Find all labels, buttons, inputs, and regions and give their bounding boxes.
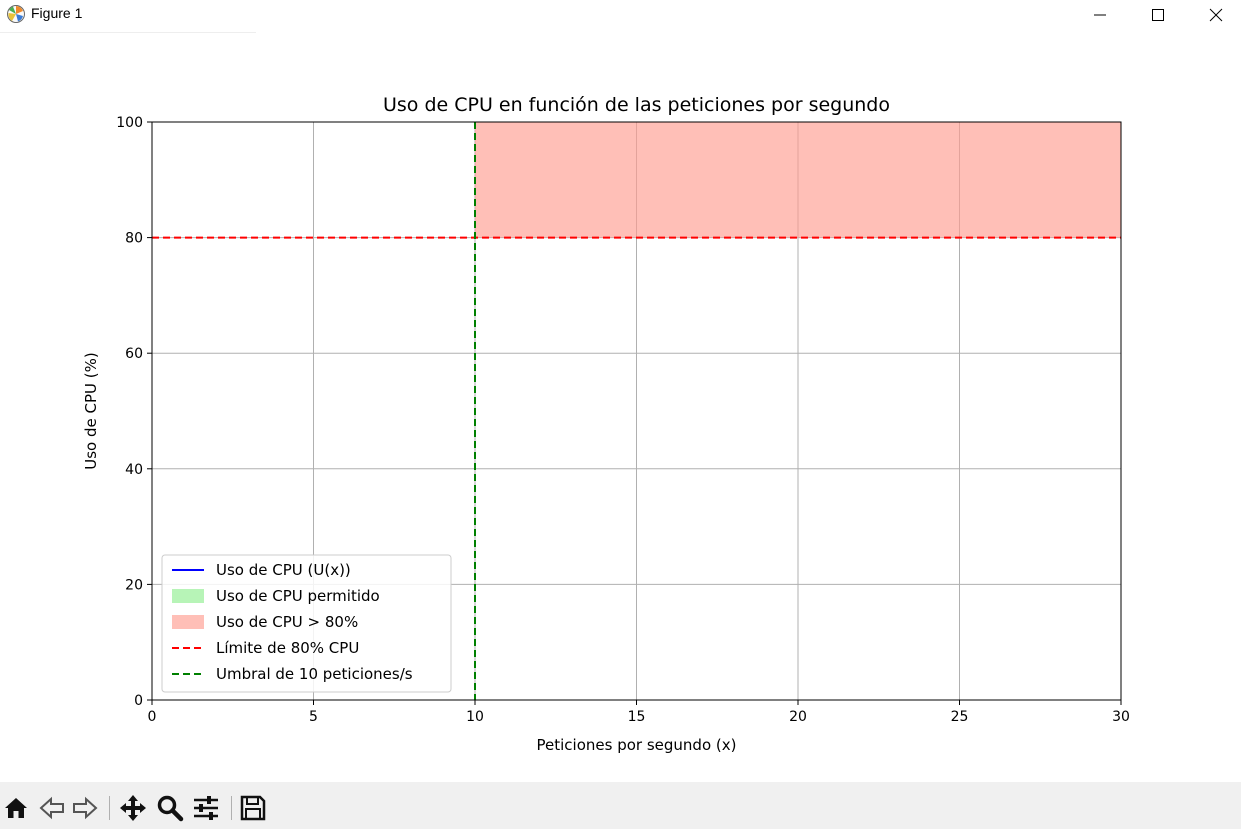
legend: Uso de CPU (U(x)) Uso de CPU permitido Uso… [161,554,452,693]
x-tick-label: 15 [628,709,646,725]
minimize-icon [1094,14,1106,16]
y-tick-label: 20 [125,577,143,593]
forward-button[interactable] [71,794,99,822]
y-tick-label: 100 [116,115,143,131]
y-axis-label: Uso de CPU (%) [82,352,100,469]
navigation-toolbar [0,782,1241,829]
legend-label: Uso de CPU (U(x)) [216,561,351,579]
x-tick-label: 0 [148,709,157,725]
x-tick-label: 25 [951,709,969,725]
window-title-bar[interactable]: Figure 1 [0,0,1241,32]
chart-title: Uso de CPU en función de las peticiones … [383,94,890,116]
axis-ticks: 0 5 10 15 20 25 30 0 20 40 60 80 100 [116,115,1130,725]
pan-move-icon [120,795,146,821]
matplotlib-app-icon [7,5,25,23]
zoom-button[interactable] [156,794,184,822]
legend-label: Uso de CPU > 80% [216,613,358,631]
zoom-magnifier-icon [157,795,184,822]
legend-box [161,554,452,693]
save-button[interactable] [239,794,267,822]
title-bar-divider [0,32,256,33]
x-tick-label: 5 [309,709,318,725]
pan-button[interactable] [119,794,147,822]
forward-arrow-icon [73,796,98,820]
window-title: Figure 1 [31,5,83,21]
legend-handle [172,589,204,603]
home-icon [5,798,27,818]
maximize-icon [1152,9,1164,21]
back-button[interactable] [38,794,66,822]
y-tick-label: 0 [134,693,143,709]
minimize-button[interactable] [1071,0,1129,30]
close-button[interactable] [1187,0,1241,30]
reference-lines [152,122,1121,700]
configure-subplots-button[interactable] [192,794,220,822]
toolbar-separator [231,796,232,820]
figure-canvas[interactable]: 0 5 10 15 20 25 30 0 20 40 60 80 100 Uso de CPU en f… [0,33,1241,782]
x-tick-label: 20 [789,709,807,725]
x-tick-label: 10 [466,709,484,725]
maximize-button[interactable] [1129,0,1187,30]
close-icon [1209,8,1223,22]
legend-handle [172,615,204,629]
legend-label: Uso de CPU permitido [216,587,380,605]
toolbar-separator [109,796,110,820]
legend-label: Umbral de 10 peticiones/s [216,665,413,683]
x-tick-label: 30 [1112,709,1130,725]
y-tick-label: 40 [125,462,143,478]
home-button[interactable] [2,794,30,822]
legend-label: Límite de 80% CPU [216,639,359,657]
y-tick-label: 60 [125,346,143,362]
back-arrow-icon [39,796,64,820]
save-disk-icon [240,795,266,821]
fill-regions [475,122,1121,238]
y-tick-label: 80 [125,231,143,247]
configure-subplots-icon [194,796,218,820]
x-axis-label: Peticiones por segundo (x) [537,736,737,754]
fill-region-over-80 [475,122,1121,238]
